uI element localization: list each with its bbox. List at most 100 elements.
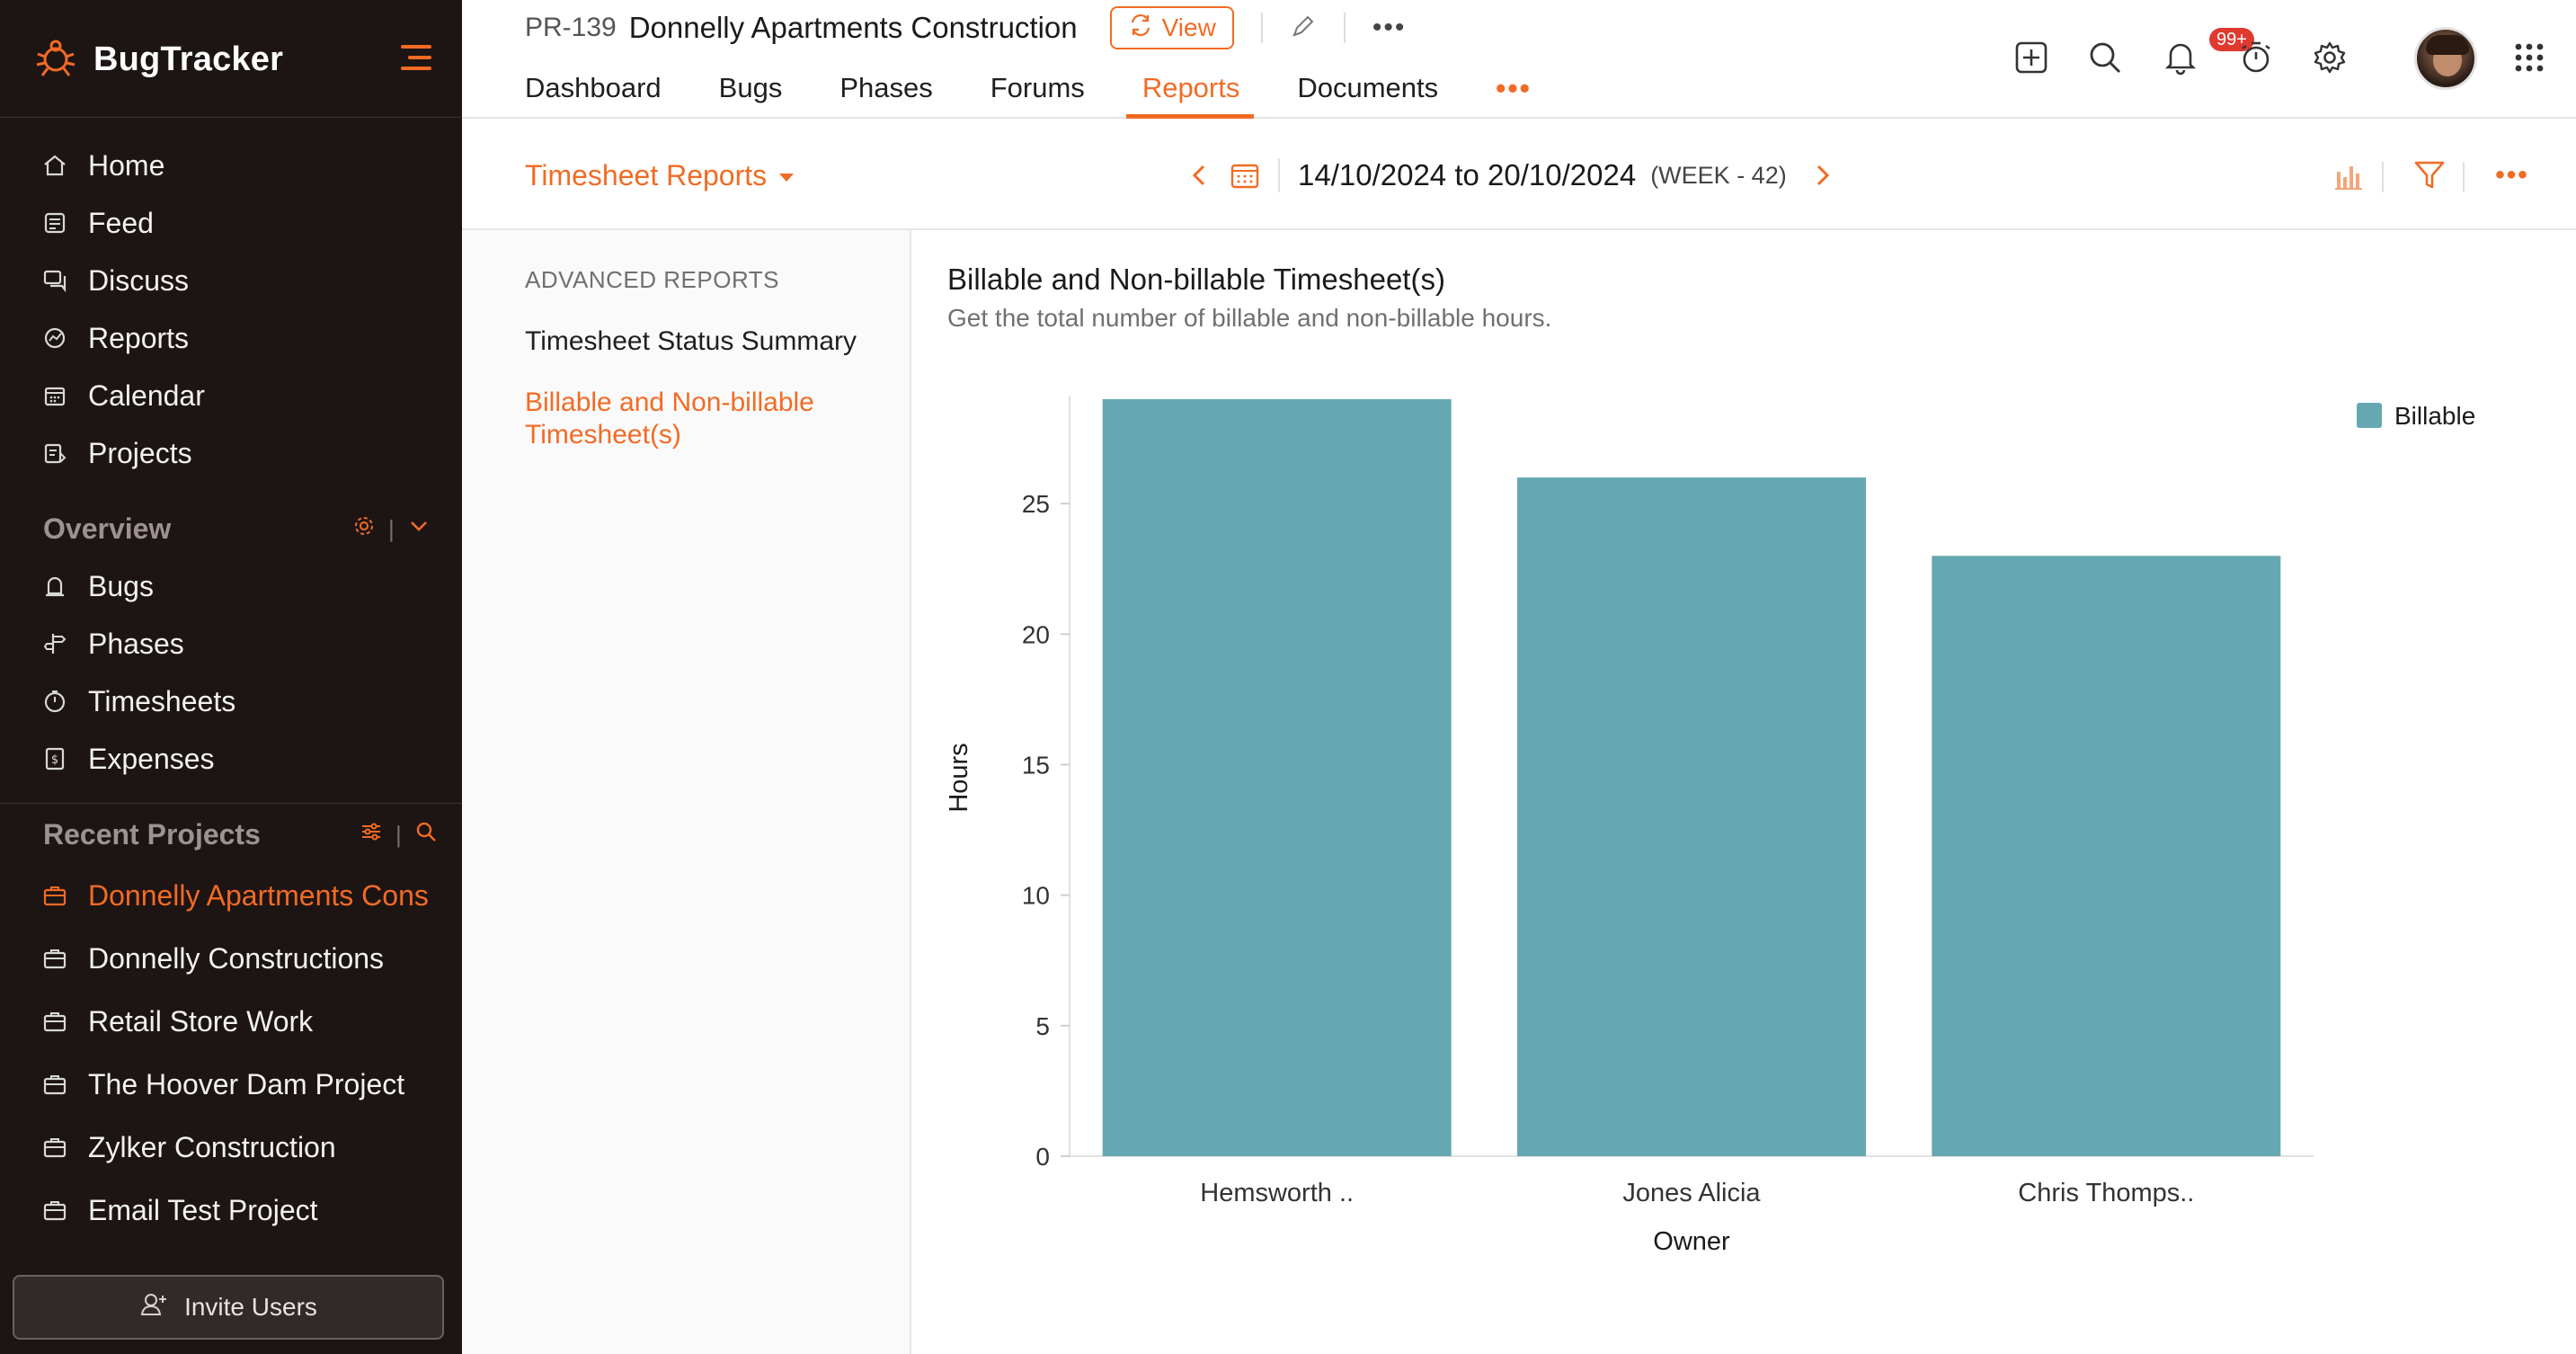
y-tick-label: 25 [1022,490,1050,518]
recent-project-label: Zylker Construction [88,1130,336,1163]
overview-heading: Overview [43,512,172,545]
sidebar-item-calendar[interactable]: Calendar [41,372,205,419]
expenses-icon: $ [41,745,68,772]
sidebar-item-timesheets[interactable]: Timesheets [41,678,235,725]
tab-bugs[interactable]: Bugs [718,72,783,103]
y-tick-label: 10 [1022,882,1050,910]
sidebar-item-label: Discuss [88,263,190,297]
menu-toggle-icon[interactable] [401,45,431,70]
brand[interactable]: BugTracker [34,32,283,86]
bell-icon[interactable] [2161,25,2200,90]
sidebar-item-projects[interactable]: Projects [41,430,192,477]
sidebar-item-label: Feed [88,206,154,239]
legend-swatch [2357,403,2382,428]
chevron-down-icon[interactable] [407,514,431,544]
sidebar-item-expenses[interactable]: $ Expenses [41,735,215,782]
calendar-icon[interactable] [1230,160,1260,191]
report-content: Billable and Non-billable Timesheet(s) G… [911,230,2576,1354]
bar-chart-icon[interactable] [2326,151,2371,200]
tab-phases[interactable]: Phases [839,72,933,103]
recent-project-item[interactable]: Retail Store Work [41,998,313,1045]
tab-documents[interactable]: Documents [1297,72,1439,103]
x-axis-title: Owner [1653,1227,1730,1256]
home-icon [41,152,68,179]
y-tick-label: 20 [1022,620,1050,648]
recent-project-item[interactable]: Donnelly Apartments Cons [41,872,439,919]
caret-down-icon [779,173,795,182]
view-project-button[interactable]: View [1109,6,1234,49]
briefcase-icon [41,1197,68,1224]
invite-users-label: Invite Users [184,1293,317,1321]
reports-icon [41,325,68,352]
bar [1932,556,2281,1156]
briefcase-icon [41,945,68,972]
recent-project-item[interactable]: Email Test Project [41,1187,318,1234]
bug-logo-icon [34,36,77,84]
filter-sliders-icon[interactable] [360,820,383,850]
report-link-billable[interactable]: Billable and Non-billable Timesheet(s) [525,387,814,450]
recent-project-item[interactable]: Donnelly Constructions [41,935,384,982]
sidebar-item-phases[interactable]: Phases [41,620,184,667]
sidebar: BugTracker Home Feed Discuss Reports [0,0,462,1354]
more-options-icon[interactable]: ••• [2495,160,2529,190]
recent-project-label: Retail Store Work [88,1004,314,1038]
feed-icon [41,209,68,236]
recent-project-item[interactable]: Zylker Construction [41,1124,336,1171]
sidebar-item-feed[interactable]: Feed [41,200,154,246]
recent-project-item[interactable]: The Hoover Dam Project [41,1061,404,1108]
stopwatch-icon[interactable] [2236,25,2276,90]
briefcase-icon [41,1134,68,1161]
briefcase-icon [41,1008,68,1035]
sidebar-item-home[interactable]: Home [41,142,164,189]
x-tick-label: Jones Alicia [1622,1179,1761,1207]
briefcase-icon [41,1071,68,1098]
sidebar-item-label: Timesheets [88,684,236,717]
advanced-reports-heading: ADVANCED REPORTS [525,266,779,293]
y-tick-label: 15 [1022,751,1050,779]
chevron-left-icon[interactable] [1181,162,1217,189]
add-icon[interactable] [2012,25,2051,90]
search-icon[interactable] [2085,25,2125,90]
project-name: Donnelly Apartments Construction [628,11,1078,44]
project-tabs: Dashboard Bugs Phases Forums Reports Doc… [525,58,1532,119]
bar [1102,399,1452,1156]
chevron-right-icon[interactable] [1805,162,1841,189]
overview-tools: | [352,509,431,548]
tab-reports[interactable]: Reports [1125,58,1254,119]
tabs-more-icon[interactable]: ••• [1496,71,1532,104]
date-navigator: 14/10/2024 to 20/10/2024 (WEEK - 42) [1181,151,1841,200]
sidebar-item-bugs[interactable]: Bugs [41,563,154,610]
search-icon[interactable] [414,820,438,850]
report-toolbar: Timesheet Reports 14/10/2024 to 20/10/20… [462,119,2576,230]
y-axis-title: Hours [945,743,973,812]
apps-grid-icon[interactable] [2509,25,2549,90]
invite-users-button[interactable]: Invite Users [13,1275,444,1340]
pen-icon[interactable] [1290,13,1317,44]
settings-gear-icon[interactable] [2310,25,2349,90]
date-separator [1278,158,1280,192]
sidebar-item-label: Calendar [88,379,205,412]
tab-dashboard[interactable]: Dashboard [525,72,662,103]
user-avatar[interactable] [2414,27,2477,90]
sidebar-item-reports[interactable]: Reports [41,315,189,361]
week-label: (WEEK - 42) [1650,161,1787,189]
report-type-dropdown[interactable]: Timesheet Reports [525,153,795,198]
y-tick-label: 0 [1035,1143,1050,1171]
date-range[interactable]: 14/10/2024 to 20/10/2024 [1298,158,1637,192]
sidebar-item-label: Bugs [88,569,154,602]
more-options-icon[interactable]: ••• [1372,13,1407,42]
gear-icon[interactable] [352,514,376,544]
legend-label: Billable [2394,402,2475,430]
report-link-status-summary[interactable]: Timesheet Status Summary [525,326,857,356]
y-tick-label: 5 [1035,1012,1050,1040]
sidebar-item-discuss[interactable]: Discuss [41,257,189,304]
bar [1517,477,1866,1156]
briefcase-icon [41,882,68,909]
tab-forums[interactable]: Forums [990,72,1085,103]
timer-icon [41,688,68,715]
view-label: View [1161,13,1216,41]
report-subtitle: Get the total number of billable and non… [947,304,1552,332]
app-name: BugTracker [93,40,284,78]
sidebar-item-label: Projects [88,436,192,469]
filter-icon[interactable] [2407,151,2452,200]
